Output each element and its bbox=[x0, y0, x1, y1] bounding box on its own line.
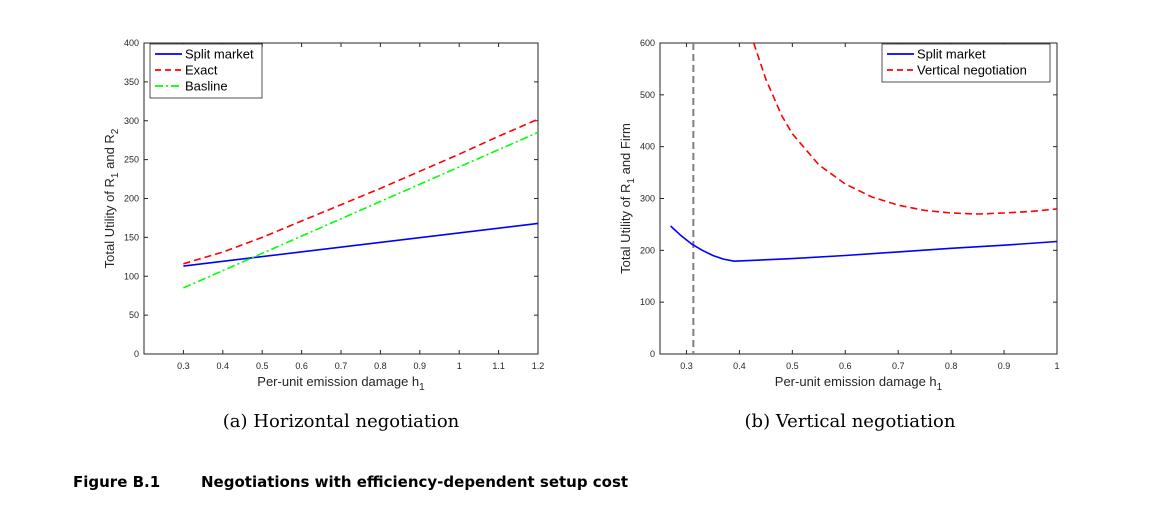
x-tick-label-b: 1 bbox=[1054, 361, 1059, 371]
y-tick-label-b: 100 bbox=[640, 297, 655, 307]
series-line-a-2 bbox=[183, 131, 538, 289]
panel-horizontal-negotiation: 0.3 0.4 0.5 0.6 0.7 0.8 0.9 1 1.1 1.2 0 50 100 150 200… bbox=[102, 38, 544, 432]
x-tick-label-b: 0.9 bbox=[998, 361, 1011, 371]
y-tick-label-b: 400 bbox=[640, 142, 655, 152]
y-tick-label-a: 50 bbox=[129, 310, 139, 320]
y-tick-label-a: 250 bbox=[124, 155, 139, 165]
y-tick-label-b: 600 bbox=[640, 38, 655, 48]
legend-label-a-1: Exact bbox=[185, 63, 218, 78]
y-axis-label-a: Total Utility of R1 and R2 bbox=[102, 128, 121, 268]
x-tick-label-b: 0.6 bbox=[839, 361, 852, 371]
caption-a: (a) Horizontal negotiation bbox=[223, 411, 460, 432]
legend-label-b-0: Split market bbox=[917, 47, 986, 62]
x-tick-label-a: 0.8 bbox=[374, 361, 387, 371]
x-tick-label-a: 0.9 bbox=[414, 361, 427, 371]
y-tick-label-b: 0 bbox=[650, 349, 655, 359]
figure-label: Figure B.1 bbox=[73, 473, 160, 491]
x-axis-label-a: Per-unit emission damage h1 bbox=[257, 374, 425, 393]
y-tick-label-a: 400 bbox=[124, 38, 139, 48]
caption-b: (b) Vertical negotiation bbox=[745, 411, 956, 432]
legend-box-b bbox=[881, 43, 1051, 83]
x-tick-label-a: 1.2 bbox=[532, 361, 545, 371]
y-tick-label-a: 350 bbox=[124, 77, 139, 87]
legend-label-a-0: Split market bbox=[185, 47, 254, 62]
x-tick-label-b: 0.5 bbox=[786, 361, 799, 371]
series-line-a-0 bbox=[183, 222, 538, 267]
x-tick-label-a: 1 bbox=[457, 361, 462, 371]
y-axis-label-b: Total Utility of R1 and Firm bbox=[618, 123, 637, 274]
x-tick-label-b: 0.7 bbox=[892, 361, 905, 371]
y-tick-label-a: 0 bbox=[134, 349, 139, 359]
x-tick-label-a: 0.3 bbox=[177, 361, 190, 371]
plot-area-b bbox=[659, 42, 1058, 355]
x-tick-label-a: 0.5 bbox=[256, 361, 269, 371]
legend-label-a-2: Basline bbox=[185, 79, 228, 94]
legend-label-b-1: Vertical negotiation bbox=[917, 63, 1027, 78]
series-line-b-1 bbox=[752, 43, 1057, 215]
x-tick-label-b: 0.3 bbox=[680, 361, 693, 371]
y-tick-label-a: 200 bbox=[124, 194, 139, 204]
y-tick-label-b: 500 bbox=[640, 90, 655, 100]
figure-caption: Negotiations with efficiency-dependent s… bbox=[201, 473, 628, 491]
y-tick-label-a: 150 bbox=[124, 232, 139, 242]
y-tick-label-b: 200 bbox=[640, 245, 655, 255]
x-tick-label-a: 0.7 bbox=[335, 361, 348, 371]
series-line-b-0 bbox=[670, 225, 1057, 263]
x-tick-label-a: 1.1 bbox=[492, 361, 505, 371]
x-tick-label-b: 0.4 bbox=[733, 361, 746, 371]
panel-vertical-negotiation: 0.3 0.4 0.5 0.6 0.7 0.8 0.9 1 0 100 200 300 400 500 60… bbox=[618, 38, 1060, 432]
x-tick-label-b: 0.8 bbox=[945, 361, 958, 371]
y-tick-label-a: 100 bbox=[124, 271, 139, 281]
legend-box-a bbox=[149, 43, 263, 99]
x-tick-label-a: 0.4 bbox=[217, 361, 230, 371]
y-tick-label-b: 300 bbox=[640, 194, 655, 204]
x-axis-label-b: Per-unit emission damage h1 bbox=[775, 374, 943, 393]
series-line-a-1 bbox=[183, 118, 538, 265]
x-tick-label-a: 0.6 bbox=[295, 361, 308, 371]
y-tick-label-a: 300 bbox=[124, 116, 139, 126]
